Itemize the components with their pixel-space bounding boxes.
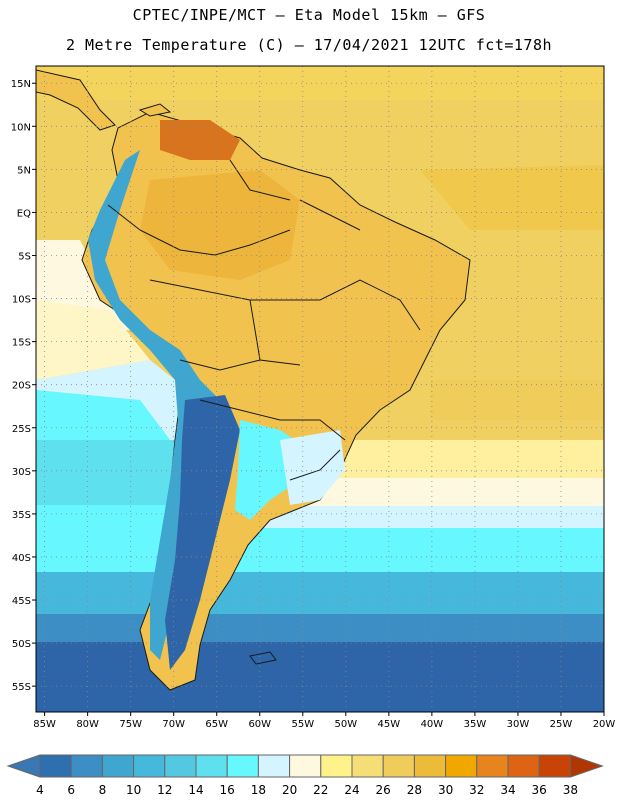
colorbar-tick-label: 10: [126, 783, 141, 797]
colorbar-cell: [133, 754, 166, 778]
lat-label: 5S: [18, 251, 31, 262]
lat-label: 45S: [12, 596, 31, 607]
lon-label: 30W: [507, 719, 530, 730]
colorbar-tick-label: 22: [313, 783, 328, 797]
lon-label: 85W: [33, 719, 56, 730]
map-frame: [35, 65, 605, 713]
colorbar-tick-label: 36: [532, 783, 547, 797]
band-14: [36, 572, 604, 616]
colorbar-cell: [226, 754, 259, 778]
lat-label: 55S: [12, 682, 31, 693]
central-america-land: [36, 69, 116, 131]
colorbar-tick-label: 8: [99, 783, 107, 797]
colorbar-tick-label: 26: [376, 783, 391, 797]
colorbar-cell: [39, 754, 72, 778]
colorbar-tick-label: 14: [188, 783, 203, 797]
lat-label: 40S: [12, 553, 31, 564]
colorbar-cell: [507, 754, 540, 778]
lon-label: 45W: [378, 719, 401, 730]
lat-label: 15S: [12, 338, 31, 349]
colorbar-cell: [351, 754, 384, 778]
colorbar-cell: [164, 754, 197, 778]
lon-label: 40W: [421, 719, 444, 730]
pacific-cool-3: [36, 440, 195, 506]
lon-label: 75W: [119, 719, 142, 730]
map-field: [36, 66, 604, 712]
colorbar-tick-label: 34: [500, 783, 515, 797]
colorbar-cell: [257, 754, 291, 778]
colorbar-low-arrow: [6, 754, 41, 778]
colorbar-cell: [70, 754, 103, 778]
falkland-islands: [249, 651, 277, 665]
band-6: [36, 642, 604, 712]
lon-label: 50W: [335, 719, 358, 730]
colorbar-tick-label: 24: [344, 783, 359, 797]
colorbar-high-arrow: [569, 754, 604, 778]
central-brazil: [300, 260, 420, 380]
pacific-light-2: [36, 300, 150, 380]
colorbar-tick-label: 20: [282, 783, 297, 797]
lon-label: 60W: [248, 719, 271, 730]
colorbar-cell: [382, 754, 415, 778]
lat-label: 20S: [12, 381, 31, 392]
lat-label: 10N: [11, 122, 31, 133]
caribbean-field: [36, 66, 604, 100]
lon-label: 70W: [162, 719, 185, 730]
colorbar-tick-label: 38: [563, 783, 578, 797]
lon-label: 25W: [550, 719, 573, 730]
colorbar-cell: [195, 754, 228, 778]
lon-label: 65W: [205, 719, 228, 730]
colorbar-tick-label: 32: [469, 783, 484, 797]
colorbar-tick-label: 4: [36, 783, 44, 797]
lat-label: 25S: [12, 424, 31, 435]
lon-label: 20W: [593, 719, 616, 730]
temperature-map: 15N 10N 5N EQ 5S 10S 15S 20S 25S 30S 35S 40S 45S 50S 5…: [11, 65, 615, 730]
atlantic-warm-1: [420, 165, 604, 230]
lat-label: EQ: [17, 208, 31, 219]
uruguay-cool: [280, 430, 345, 505]
lat-label: 30S: [12, 467, 31, 478]
colorbar-cell: [320, 754, 353, 778]
colorbar-cell: [413, 754, 447, 778]
colorbar-ticks: 4 6 8 10 12 14 16 18 20 22 24 26 28 30 32 34 36 38: [36, 783, 578, 797]
title-line-1: CPTEC/INPE/MCT – Eta Model 15km – GFS: [132, 6, 486, 24]
colorbar-cell: [289, 754, 322, 778]
colorbar-tick-label: 6: [67, 783, 75, 797]
lat-label: 10S: [12, 295, 31, 306]
venezuela-hot: [160, 120, 240, 160]
colorbar: 4 6 8 10 12 14 16 18 20 22 24 26 28 30 32 34 36 38: [6, 754, 604, 797]
lat-label: 35S: [12, 510, 31, 521]
lat-label: 15N: [11, 79, 31, 90]
lat-label: 50S: [12, 639, 31, 650]
colorbar-tick-label: 16: [220, 783, 235, 797]
lon-label: 55W: [291, 719, 314, 730]
colorbar-tick-label: 12: [157, 783, 172, 797]
lat-label: 5N: [17, 165, 31, 176]
colorbar-tick-label: 28: [407, 783, 422, 797]
band-18: [36, 528, 604, 574]
longitude-ticks: 85W 80W 75W 70W 65W 60W 55W 50W 45W 40W 35W 30W 25W 2…: [33, 712, 615, 730]
caribbean-island: [138, 103, 172, 117]
lon-label: 80W: [76, 719, 99, 730]
amazon-warm: [140, 170, 300, 280]
band-10: [36, 614, 604, 644]
title-line-2: 2 Metre Temperature (C) – 17/04/2021 12U…: [65, 36, 553, 54]
colorbar-cell: [476, 754, 509, 778]
country-borders: [107, 159, 421, 481]
lon-label: 35W: [464, 719, 487, 730]
colorbar-tick-label: 30: [438, 783, 453, 797]
colorbar-cell: [538, 754, 571, 778]
latitude-ticks: 15N 10N 5N EQ 5S 10S 15S 20S 25S 30S 35S 40S 45S 50S 5…: [11, 79, 36, 693]
colorbar-cell: [445, 754, 478, 778]
colorbar-cell: [101, 754, 135, 778]
pacific-cool-4: [36, 505, 200, 530]
colorbar-cells: [6, 754, 604, 778]
atlantic-warm-2: [430, 380, 604, 420]
colorbar-tick-label: 18: [251, 783, 266, 797]
patagonia-cold: [165, 395, 240, 670]
